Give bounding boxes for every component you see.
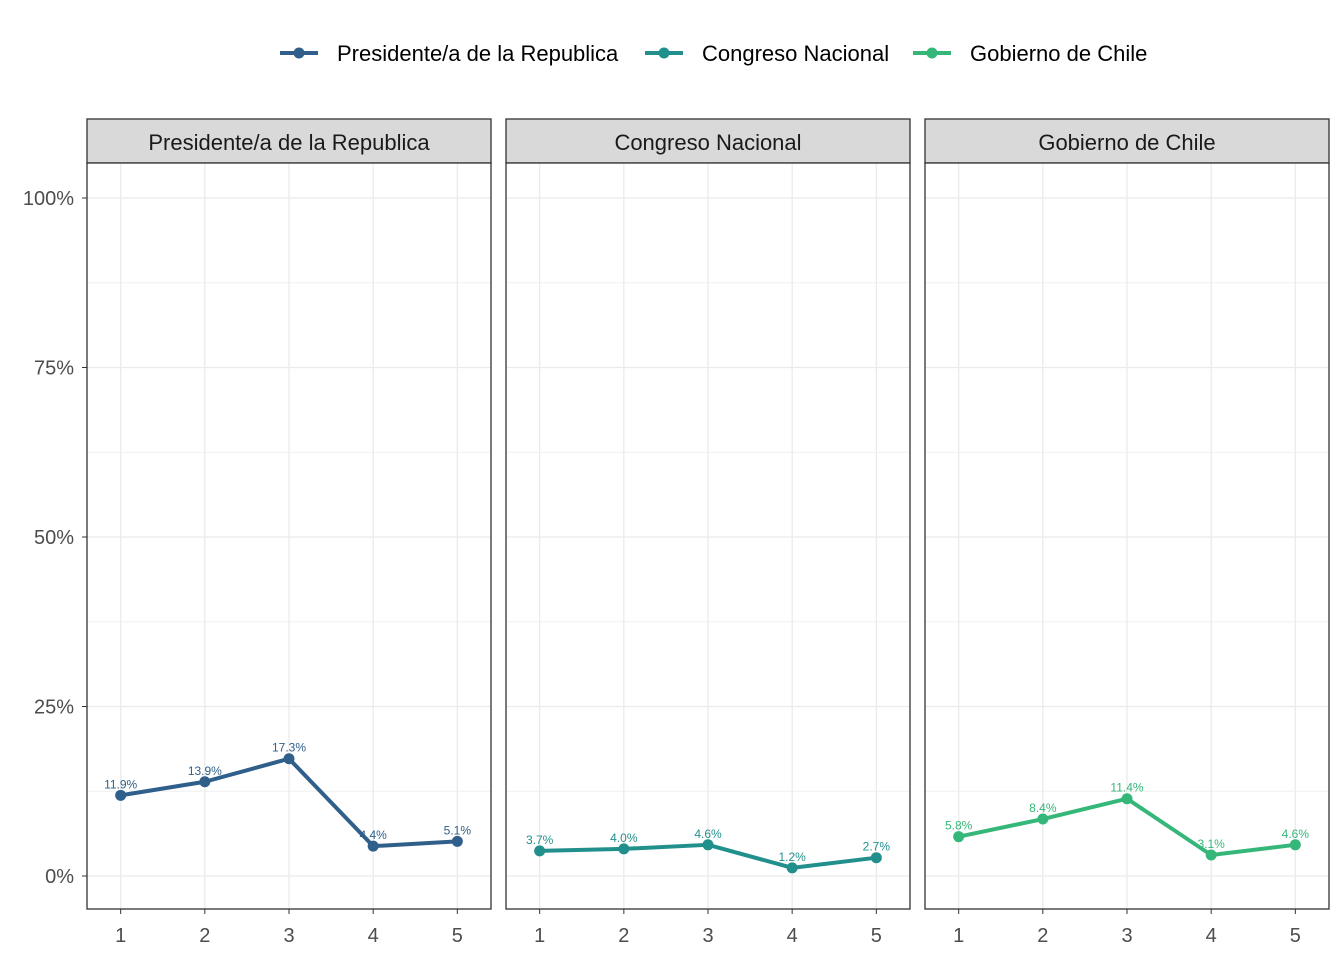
data-label: 13.9% xyxy=(188,764,222,778)
x-tick-label: 3 xyxy=(702,925,713,947)
facet-panel: Congreso Nacional 3.7% 4.0% 4.6% 1.2% 2.7% 1 2 3… xyxy=(505,118,911,947)
data-point xyxy=(618,843,630,855)
legend-key-point xyxy=(658,47,670,59)
data-label: 11.4% xyxy=(1110,781,1143,795)
x-tick-label: 3 xyxy=(283,925,294,947)
y-tick-label: 25% xyxy=(34,697,74,719)
data-label: 1.2% xyxy=(778,850,806,864)
data-label: 3.1% xyxy=(1197,837,1225,851)
data-point xyxy=(953,831,965,843)
legend-key-point xyxy=(293,47,305,59)
facet-strip-label: Presidente/a de la Republica xyxy=(148,130,430,155)
data-point xyxy=(1037,813,1049,825)
data-label: 11.9% xyxy=(104,777,137,791)
legend-item: Gobierno de Chile xyxy=(913,41,1147,66)
facet-panels: Presidente/a de la Republica 11.9% 13.9% 17… xyxy=(86,118,1330,947)
data-label: 4.0% xyxy=(610,831,638,845)
facet-strip xyxy=(86,118,492,164)
x-tick-label: 5 xyxy=(452,925,463,947)
legend-label: Presidente/a de la Republica xyxy=(337,41,619,66)
legend-item: Presidente/a de la Republica xyxy=(280,41,619,66)
data-point xyxy=(786,862,798,874)
facet-strip-label: Congreso Nacional xyxy=(614,130,801,155)
facet-panel: Gobierno de Chile 5.8% 8.4% 11.4% 3.1% 4.6% 1 2… xyxy=(924,118,1330,947)
data-point xyxy=(870,852,882,864)
data-label: 4.4% xyxy=(359,828,387,842)
x-tick-label: 1 xyxy=(115,925,126,947)
data-label: 5.1% xyxy=(444,823,472,837)
x-tick-label: 4 xyxy=(368,925,379,947)
facet-strip xyxy=(924,118,1330,164)
data-label: 4.6% xyxy=(694,827,722,841)
x-tick-label: 1 xyxy=(534,925,545,947)
x-tick-label: 2 xyxy=(1037,925,1048,947)
data-point xyxy=(115,789,127,801)
y-tick-label: 100% xyxy=(23,188,74,210)
data-label: 8.4% xyxy=(1029,801,1057,815)
x-tick-label: 4 xyxy=(1206,925,1217,947)
legend-item: Congreso Nacional xyxy=(645,41,889,66)
data-label: 2.7% xyxy=(863,840,891,854)
data-label: 5.8% xyxy=(945,819,973,833)
y-tick-label: 50% xyxy=(34,527,74,549)
data-label: 3.7% xyxy=(526,833,554,847)
legend-key-point xyxy=(926,47,938,59)
data-point xyxy=(1289,839,1301,851)
x-tick-label: 2 xyxy=(199,925,210,947)
data-point xyxy=(367,840,379,852)
y-tick-label: 0% xyxy=(45,866,74,888)
x-tick-label: 4 xyxy=(787,925,798,947)
data-label: 17.3% xyxy=(272,741,306,755)
facet-panel: Presidente/a de la Republica 11.9% 13.9% 17… xyxy=(86,118,492,947)
data-point xyxy=(534,845,546,857)
legend: Presidente/a de la Republica Congreso Nac… xyxy=(280,41,1147,66)
x-tick-label: 5 xyxy=(1290,925,1301,947)
data-point xyxy=(283,753,295,765)
facet-strip-label: Gobierno de Chile xyxy=(1038,130,1215,155)
x-tick-label: 3 xyxy=(1121,925,1132,947)
data-point xyxy=(1205,849,1217,861)
data-point xyxy=(702,839,714,851)
y-tick-label: 75% xyxy=(34,358,74,380)
x-tick-label: 1 xyxy=(953,925,964,947)
x-tick-label: 5 xyxy=(871,925,882,947)
legend-label: Congreso Nacional xyxy=(702,41,889,66)
data-label: 4.6% xyxy=(1282,827,1310,841)
data-point xyxy=(451,835,463,847)
data-point xyxy=(199,776,211,788)
data-point xyxy=(1121,793,1133,805)
legend-label: Gobierno de Chile xyxy=(970,41,1147,66)
y-axis: 0% 25% 50% 75% 100% xyxy=(23,188,87,888)
x-tick-label: 2 xyxy=(618,925,629,947)
